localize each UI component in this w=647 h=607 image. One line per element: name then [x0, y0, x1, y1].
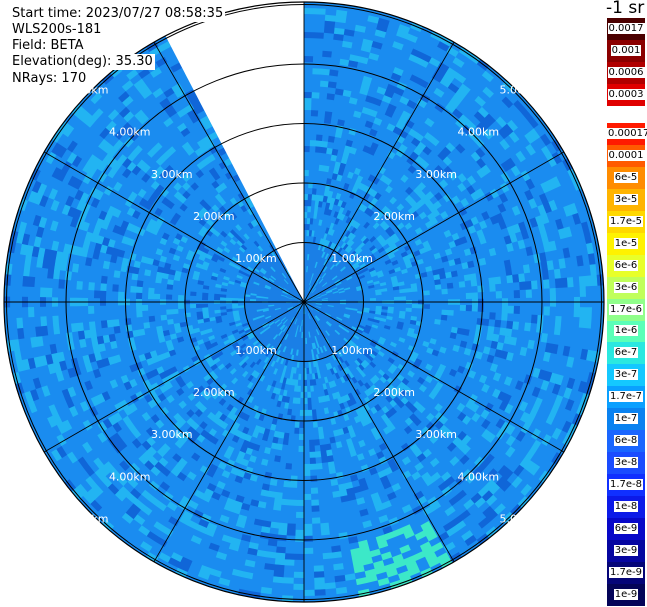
- colorbar: 0.0017 0.001 0.0006 0.0003 0.00017 0.0001 6e-5…: [607, 18, 647, 607]
- colorbar-tick-label: 1.7e-6: [608, 303, 644, 315]
- range-ring-label: 4.00km: [109, 470, 151, 483]
- colorbar-tick-label: 0.00017: [607, 127, 647, 140]
- range-ring-label: 2.00km: [373, 210, 415, 223]
- colorbar-tick-label: 1e-6: [613, 325, 639, 337]
- colorbar-tick-label: 1.7e-8: [608, 479, 644, 491]
- colorbar-tick-label: 3e-6: [613, 281, 639, 293]
- colorbar-tick-label: 0.0003: [607, 88, 645, 100]
- range-ring-label: 1.00km: [331, 252, 373, 265]
- range-ring-label: 2.00km: [193, 210, 235, 223]
- colorbar-tick-label: 1.7e-9: [608, 567, 644, 579]
- colorbar-tick-label: 1e-7: [613, 413, 639, 425]
- range-ring-label: 3.00km: [415, 168, 457, 181]
- range-grid: [3, 1, 605, 603]
- range-ring-label: 5.00km: [67, 512, 109, 525]
- colorbar-tick-label: 1e-5: [613, 237, 639, 249]
- colorbar-tick-label: 0.0017: [607, 22, 645, 34]
- range-ring-label: 3.00km: [415, 428, 457, 441]
- colorbar-tick-label: 3e-5: [613, 193, 639, 205]
- colorbar-tick-label: 0.001: [610, 44, 642, 56]
- range-ring-label: 2.00km: [373, 386, 415, 399]
- start-time-label: Start time: 2023/07/27 08:58:35: [10, 6, 226, 22]
- range-ring-label: 4.00km: [109, 126, 151, 139]
- range-ring-label: 5.00km: [500, 84, 542, 97]
- colorbar-tick-label: 1e-8: [613, 501, 639, 513]
- colorbar-tick-label: 1.7e-7: [608, 391, 644, 403]
- colorbar-tick-label: 6e-9: [613, 523, 639, 535]
- range-ring-label: 4.00km: [457, 126, 499, 139]
- radar-ppi-plot: 1.00km 1.00km 1.00km 1.00km 2.00km 2.00km 2.00…: [3, 0, 605, 603]
- range-ring-label: 3.00km: [151, 428, 193, 441]
- colorbar-tick-label: 6e-6: [613, 259, 639, 271]
- range-ring-labels: 1.00km 1.00km 1.00km 1.00km 2.00km 2.00km 2.00…: [67, 84, 541, 526]
- colorbar-tick-label: 3e-9: [613, 545, 639, 557]
- colorbar-tick-label: 3e-7: [613, 369, 639, 381]
- colorbar-tick-label: 1.7e-5: [608, 215, 644, 227]
- colorbar-tick-label: 6e-5: [613, 171, 639, 183]
- elevation-label: Elevation(deg): 35.30: [10, 54, 155, 70]
- colorbar-tick-label: 0.0006: [607, 66, 645, 78]
- range-ring-label: 2.00km: [193, 386, 235, 399]
- range-ring-label: 1.00km: [235, 252, 277, 265]
- field-label: Field: BETA: [10, 38, 86, 54]
- colorbar-tick-label: 3e-8: [613, 457, 639, 469]
- range-ring-label: 3.00km: [151, 168, 193, 181]
- range-ring-label: 1.00km: [235, 344, 277, 357]
- colorbar-tick-label: 1e-9: [613, 589, 639, 601]
- nrays-label: NRays: 170: [10, 71, 89, 87]
- range-ring-label: 5.00km: [500, 512, 542, 525]
- range-ring-label: 4.00km: [457, 470, 499, 483]
- instrument-label: WLS200s-181: [10, 22, 104, 38]
- colorbar-tick-label: 6e-8: [613, 435, 639, 447]
- colorbar-tick-label: 0.0001: [607, 149, 645, 161]
- colorbar-tick-label: 6e-7: [613, 347, 639, 359]
- colorbar-title: -1 sr: [606, 0, 645, 18]
- range-ring-label: 1.00km: [331, 344, 373, 357]
